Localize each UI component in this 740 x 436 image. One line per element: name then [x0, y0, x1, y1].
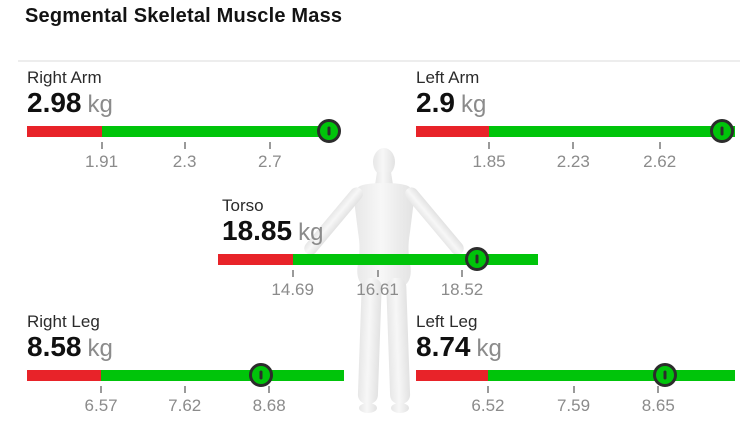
- tick-label: 1.91: [85, 152, 119, 171]
- segment-value: 2.9 kg: [416, 87, 486, 119]
- tick-label: 8.68: [252, 396, 286, 415]
- value-unit: kg: [298, 219, 324, 246]
- tick-label: 2.3: [172, 152, 197, 171]
- segment-right-leg: Right Leg 8.58 kg 6.57 7.62 8.68: [27, 312, 344, 424]
- gauge-marker-handle[interactable]: [653, 363, 678, 387]
- tick-mark: [460, 270, 463, 277]
- tick-label: 2.62: [643, 152, 677, 171]
- tick-mark: [572, 386, 575, 393]
- segment-torso: Torso 18.85 kg 14.69 16.61 18.52: [218, 196, 538, 308]
- figure-head: [373, 148, 395, 176]
- gauge-bar: [218, 254, 538, 265]
- tick-label: 7.59: [556, 396, 591, 415]
- value-unit: kg: [87, 335, 113, 362]
- tick-mark: [100, 142, 103, 149]
- tick-mark: [657, 386, 660, 393]
- tick-label: 6.52: [471, 396, 505, 415]
- tick-label: 16.61: [356, 280, 399, 299]
- gauge-bar: [27, 370, 344, 381]
- gauge-bar-low-range: [27, 126, 102, 137]
- segment-label: Right Leg: [27, 312, 100, 331]
- segment-left-leg: Left Leg 8.74 kg 6.52 7.59 8.65: [416, 312, 735, 424]
- gauge-bar-low-range: [416, 126, 490, 137]
- segment-label: Torso: [222, 196, 264, 215]
- segment-label: Right Arm: [27, 68, 102, 87]
- value-unit: kg: [87, 91, 113, 118]
- tick-label: 14.69: [271, 280, 314, 299]
- figure-right-leg: [357, 277, 382, 404]
- value-number: 8.74: [416, 331, 471, 362]
- gauge-marker-handle[interactable]: [317, 119, 342, 143]
- tick-label: 1.85: [472, 152, 506, 171]
- gauge-marker-handle[interactable]: [709, 119, 734, 143]
- tick-mark: [183, 386, 186, 393]
- gauge-bar: [416, 126, 735, 137]
- tick-label: 2.23: [556, 152, 590, 171]
- segment-value: 18.85 kg: [222, 215, 323, 247]
- segment-label: Left Arm: [416, 68, 480, 87]
- divider: [18, 60, 740, 62]
- figure-left-arm: [405, 187, 464, 255]
- value-number: 8.58: [27, 331, 82, 362]
- gauge-bar: [416, 370, 735, 381]
- value-number: 2.9: [416, 87, 455, 118]
- value-unit: kg: [476, 335, 502, 362]
- figure-left-foot: [391, 403, 409, 413]
- gauge-bar: [27, 126, 338, 137]
- tick-mark: [572, 142, 575, 149]
- value-unit: kg: [460, 91, 487, 118]
- tick-mark: [486, 386, 489, 393]
- gauge-marker-handle[interactable]: [249, 363, 274, 387]
- tick-mark: [291, 270, 294, 277]
- gauge-marker-handle[interactable]: [464, 247, 489, 271]
- figure-right-arm: [304, 187, 363, 255]
- gauge-bar-low-range: [218, 254, 293, 265]
- tick-label: 18.52: [440, 280, 484, 299]
- figure-left-leg: [386, 277, 411, 404]
- tick-mark: [376, 270, 379, 277]
- segment-value: 2.98 kg: [27, 87, 113, 119]
- figure-right-foot: [359, 403, 377, 413]
- tick-mark: [488, 142, 491, 149]
- tick-label: 8.65: [641, 396, 675, 415]
- tick-mark: [100, 386, 103, 393]
- segment-label: Left Leg: [416, 312, 478, 331]
- tick-mark: [183, 142, 186, 149]
- tick-label: 7.62: [168, 396, 202, 415]
- page-title: Segmental Skeletal Muscle Mass: [25, 5, 343, 27]
- tick-mark: [268, 386, 271, 393]
- tick-label: 2.7: [258, 152, 282, 171]
- segment-right-arm: Right Arm 2.98 kg 1.91 2.3 2.7: [27, 68, 342, 180]
- figure-neck: [375, 172, 393, 185]
- tick-mark: [658, 142, 661, 149]
- segment-left-arm: Left Arm 2.9 kg 1.85 2.23 2.62: [416, 68, 735, 180]
- gauge-bar-low-range: [416, 370, 488, 381]
- value-number: 18.85: [222, 215, 293, 246]
- value-number: 2.98: [27, 87, 82, 118]
- gauge-bar-low-range: [27, 370, 102, 381]
- segment-value: 8.74 kg: [416, 331, 502, 363]
- segment-value: 8.58 kg: [27, 331, 113, 363]
- tick-mark: [268, 142, 271, 149]
- tick-label: 6.57: [84, 396, 118, 415]
